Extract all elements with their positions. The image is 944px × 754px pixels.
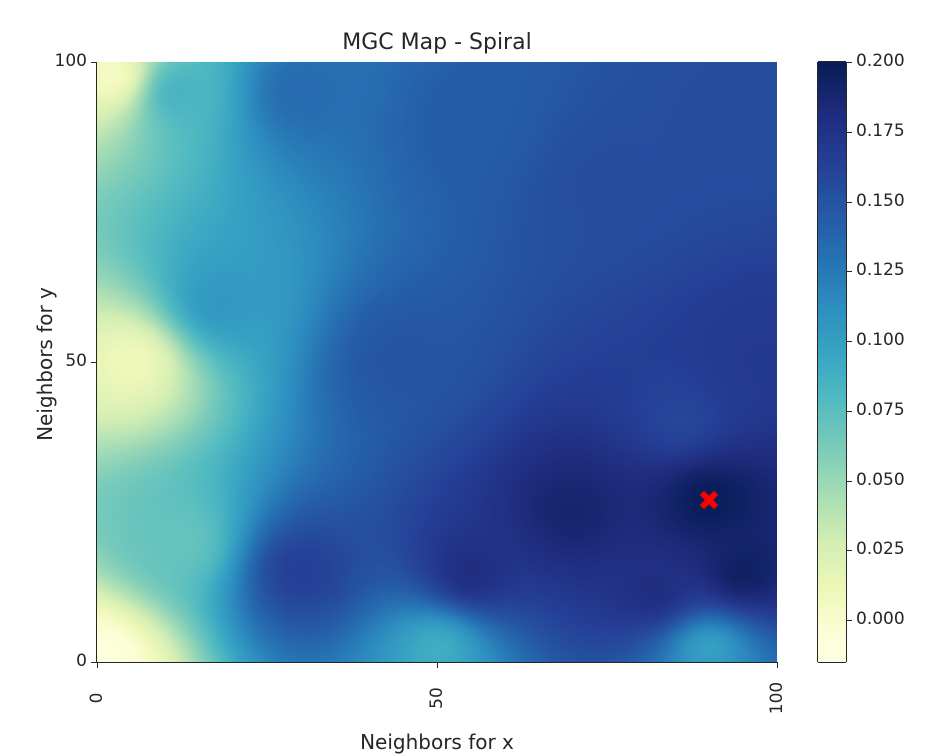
y-axis-label: Neighbors for y xyxy=(33,284,57,444)
chart-title: MGC Map - Spiral xyxy=(97,30,777,55)
colorbar-tick-label: 0.200 xyxy=(856,51,905,71)
y-tick xyxy=(91,62,97,63)
colorbar-tick xyxy=(846,620,852,621)
y-tick-label: 100 xyxy=(55,51,87,71)
colorbar-tick xyxy=(846,202,852,203)
colorbar-tick-label: 0.075 xyxy=(856,400,905,420)
colorbar-tick xyxy=(846,271,852,272)
colorbar-canvas xyxy=(818,62,846,662)
x-axis-label: Neighbors for x xyxy=(97,730,777,754)
colorbar-tick xyxy=(846,62,852,63)
optimal-scale-marker xyxy=(700,491,718,509)
colorbar-tick xyxy=(846,411,852,412)
colorbar-outline-left xyxy=(817,62,818,662)
colorbar-tick-label: 0.000 xyxy=(856,609,905,629)
colorbar-tick xyxy=(846,550,852,551)
x-tick-label: 50 xyxy=(427,678,447,718)
x-tick-label: 0 xyxy=(87,678,107,718)
colorbar-tick xyxy=(846,481,852,482)
colorbar-tick xyxy=(846,132,852,133)
colorbar-tick-label: 0.050 xyxy=(856,470,905,490)
colorbar-outline-right xyxy=(846,62,847,662)
colorbar-outline-top xyxy=(818,61,846,62)
y-tick-label: 50 xyxy=(65,351,87,371)
x-tick-label: 100 xyxy=(767,678,787,718)
x-tick xyxy=(437,662,438,668)
colorbar-tick-label: 0.100 xyxy=(856,330,905,350)
colorbar-tick xyxy=(846,341,852,342)
heatmap-plot xyxy=(97,62,777,662)
colorbar-tick-label: 0.125 xyxy=(856,260,905,280)
y-tick-label: 0 xyxy=(76,651,87,671)
colorbar xyxy=(818,62,846,662)
colorbar-tick-label: 0.025 xyxy=(856,539,905,559)
x-tick xyxy=(777,662,778,668)
y-tick xyxy=(91,362,97,363)
colorbar-outline-bottom xyxy=(818,662,846,663)
x-tick xyxy=(97,662,98,668)
colorbar-tick-label: 0.150 xyxy=(856,191,905,211)
heatmap-canvas xyxy=(97,62,777,662)
colorbar-tick-label: 0.175 xyxy=(856,121,905,141)
